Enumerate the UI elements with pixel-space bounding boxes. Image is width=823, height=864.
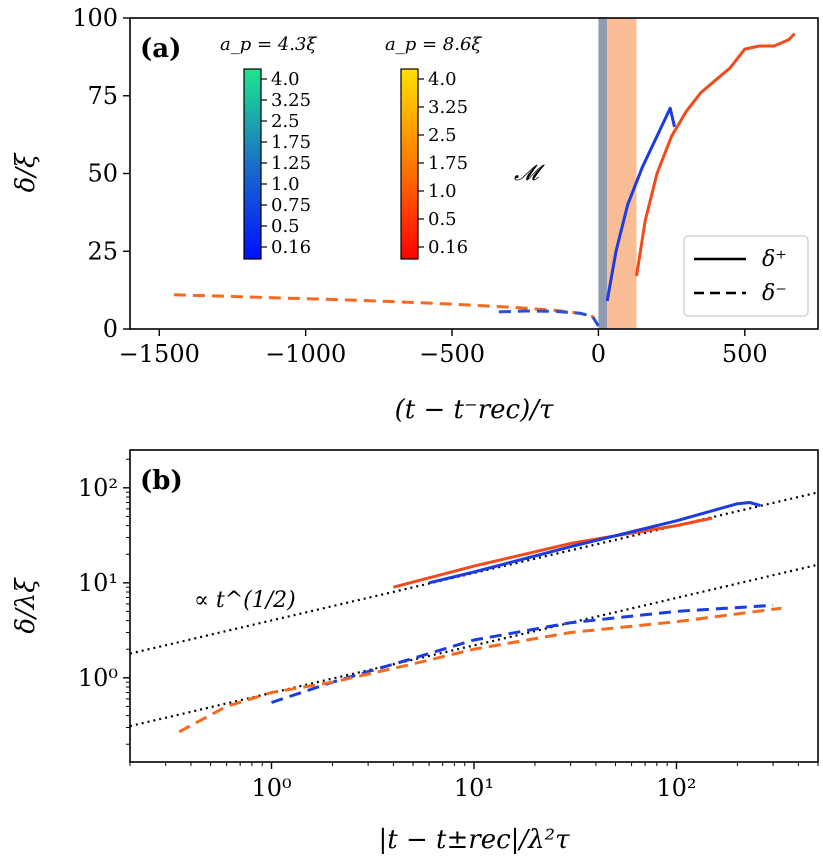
colorbar-tick-label: 1.75 — [428, 153, 468, 174]
colorbar-tick-label: 0.16 — [428, 237, 468, 258]
panel-b-series — [129, 491, 819, 734]
legend-entry-delta-plus: δ⁺ — [762, 247, 787, 272]
legend-entry-delta-minus: δ⁻ — [762, 281, 787, 306]
panel-a-series-a-p-8-6-3 — [635, 32, 796, 277]
panel-a-ytick-label: 0 — [103, 315, 118, 343]
panel-a-series-a-p-4-3-2 — [605, 106, 676, 302]
power-law-annotation: ∝ t^(1/2) — [194, 588, 296, 613]
panel-a-xtick-label: 500 — [722, 340, 768, 368]
panel-a-xtick-label: −500 — [419, 340, 485, 368]
panel-b-ytick-label: 10¹ — [78, 569, 118, 597]
panel-a-ylabel: δ/ξ — [11, 152, 41, 192]
panel-b-ytick-label: 10² — [78, 474, 118, 502]
panel-a-series-a-p-8-6-0 — [173, 293, 600, 327]
panel-a-ytick-label: 25 — [87, 237, 118, 265]
colorbar-tick-label: 1.25 — [271, 153, 311, 174]
colorbar-ap-4-3-ticks: 4.03.252.51.751.251.00.750.50.16 — [261, 69, 311, 258]
panel-b-series-guide-lower-1 — [129, 563, 819, 728]
panel-a-label: (a) — [140, 34, 181, 64]
colorbar-label: 𝓜 — [514, 161, 545, 186]
colorbar-ap-8-6-bar — [400, 68, 419, 260]
panel-a-ytick-label: 75 — [87, 82, 118, 110]
panel-a-ytick-label: 50 — [87, 160, 118, 188]
colorbar-ap-8-6-title: a_p = 8.6ξ — [385, 34, 482, 55]
panel-a-xtick-label: −1000 — [265, 340, 346, 368]
colorbar-ap-8-6: a_p = 8.6ξ 4.0 3.25 2.5 1.75 1.0 0.5 0.16 — [385, 34, 482, 260]
panel-b-label: (b) — [140, 466, 183, 496]
colorbar-ap-4-3-bar — [243, 68, 262, 260]
shade-gray-band — [598, 18, 608, 329]
colorbar-ap-4-3: a_p = 4.3ξ 4.03.252.51.751.251.00.750.50… — [220, 34, 317, 260]
panel-b-xtick-label: 10⁰ — [251, 774, 291, 802]
colorbar-tick-label: 0.5 — [428, 209, 457, 230]
colorbar-ap-4-3-title: a_p = 4.3ξ — [220, 34, 317, 55]
colorbar-tick-label: 2.5 — [271, 111, 300, 132]
colorbar-tick-label: 4.0 — [428, 69, 457, 90]
panel-b-ylabel: δ/λξ — [11, 577, 41, 634]
panel-b-series-a-p-4-3-3 — [428, 501, 761, 585]
colorbar-ap-8-6-ticks: 4.0 3.25 2.5 1.75 1.0 0.5 0.16 — [418, 69, 468, 258]
panel-a-ytick-label: 100 — [72, 4, 118, 32]
colorbar-tick-label: 0.16 — [271, 237, 311, 258]
panel-b-ytick-label: 10⁰ — [78, 664, 118, 692]
legend-box — [683, 235, 809, 317]
colorbar-tick-label: 3.25 — [271, 90, 311, 111]
panel-a: −1500 −1000 −500 0 500 0 25 50 75 100 (a) a_p = 4… — [11, 4, 819, 425]
colorbar-tick-label: 1.0 — [271, 174, 300, 195]
colorbar-tick-label: 2.5 — [428, 125, 457, 146]
panel-a-series — [173, 32, 796, 327]
colorbar-tick-label: 1.0 — [428, 181, 457, 202]
panel-a-shaded-regions — [598, 18, 637, 329]
colorbar-tick-label: 4.0 — [271, 69, 300, 90]
panel-b-ticks: 10⁰ 10¹ 10² 10⁰ 10¹ 10² — [78, 458, 819, 802]
colorbar-tick-label: 0.75 — [271, 195, 311, 216]
panel-b-series-a-p-8-6-2 — [393, 516, 713, 589]
panel-b: 10⁰ 10¹ 10² 10⁰ 10¹ 10² (b) ∝ t^(1/2) |t − t±… — [11, 449, 819, 855]
panel-a-legend: δ⁺ δ⁻ — [683, 235, 809, 317]
panel-b-xlabel: |t − t±rec|/λ²τ — [379, 825, 571, 855]
panel-b-xtick-label: 10² — [656, 774, 696, 802]
colorbar-tick-label: 0.5 — [271, 216, 300, 237]
colorbar-tick-label: 1.75 — [271, 132, 311, 153]
panel-b-xtick-label: 10¹ — [454, 774, 494, 802]
colorbar-tick-label: 3.25 — [428, 97, 468, 118]
panel-a-xlabel: (t − t⁻rec)/τ — [395, 395, 554, 425]
panel-a-xtick-label: −1500 — [119, 340, 200, 368]
panel-b-series-a-p-8-6-5 — [178, 606, 782, 734]
panel-a-series-a-p-4-3-1 — [498, 309, 600, 327]
panel-a-xtick-label: 0 — [591, 340, 606, 368]
panel-a-ticks: −1500 −1000 −500 0 500 0 25 50 75 100 — [72, 4, 768, 368]
